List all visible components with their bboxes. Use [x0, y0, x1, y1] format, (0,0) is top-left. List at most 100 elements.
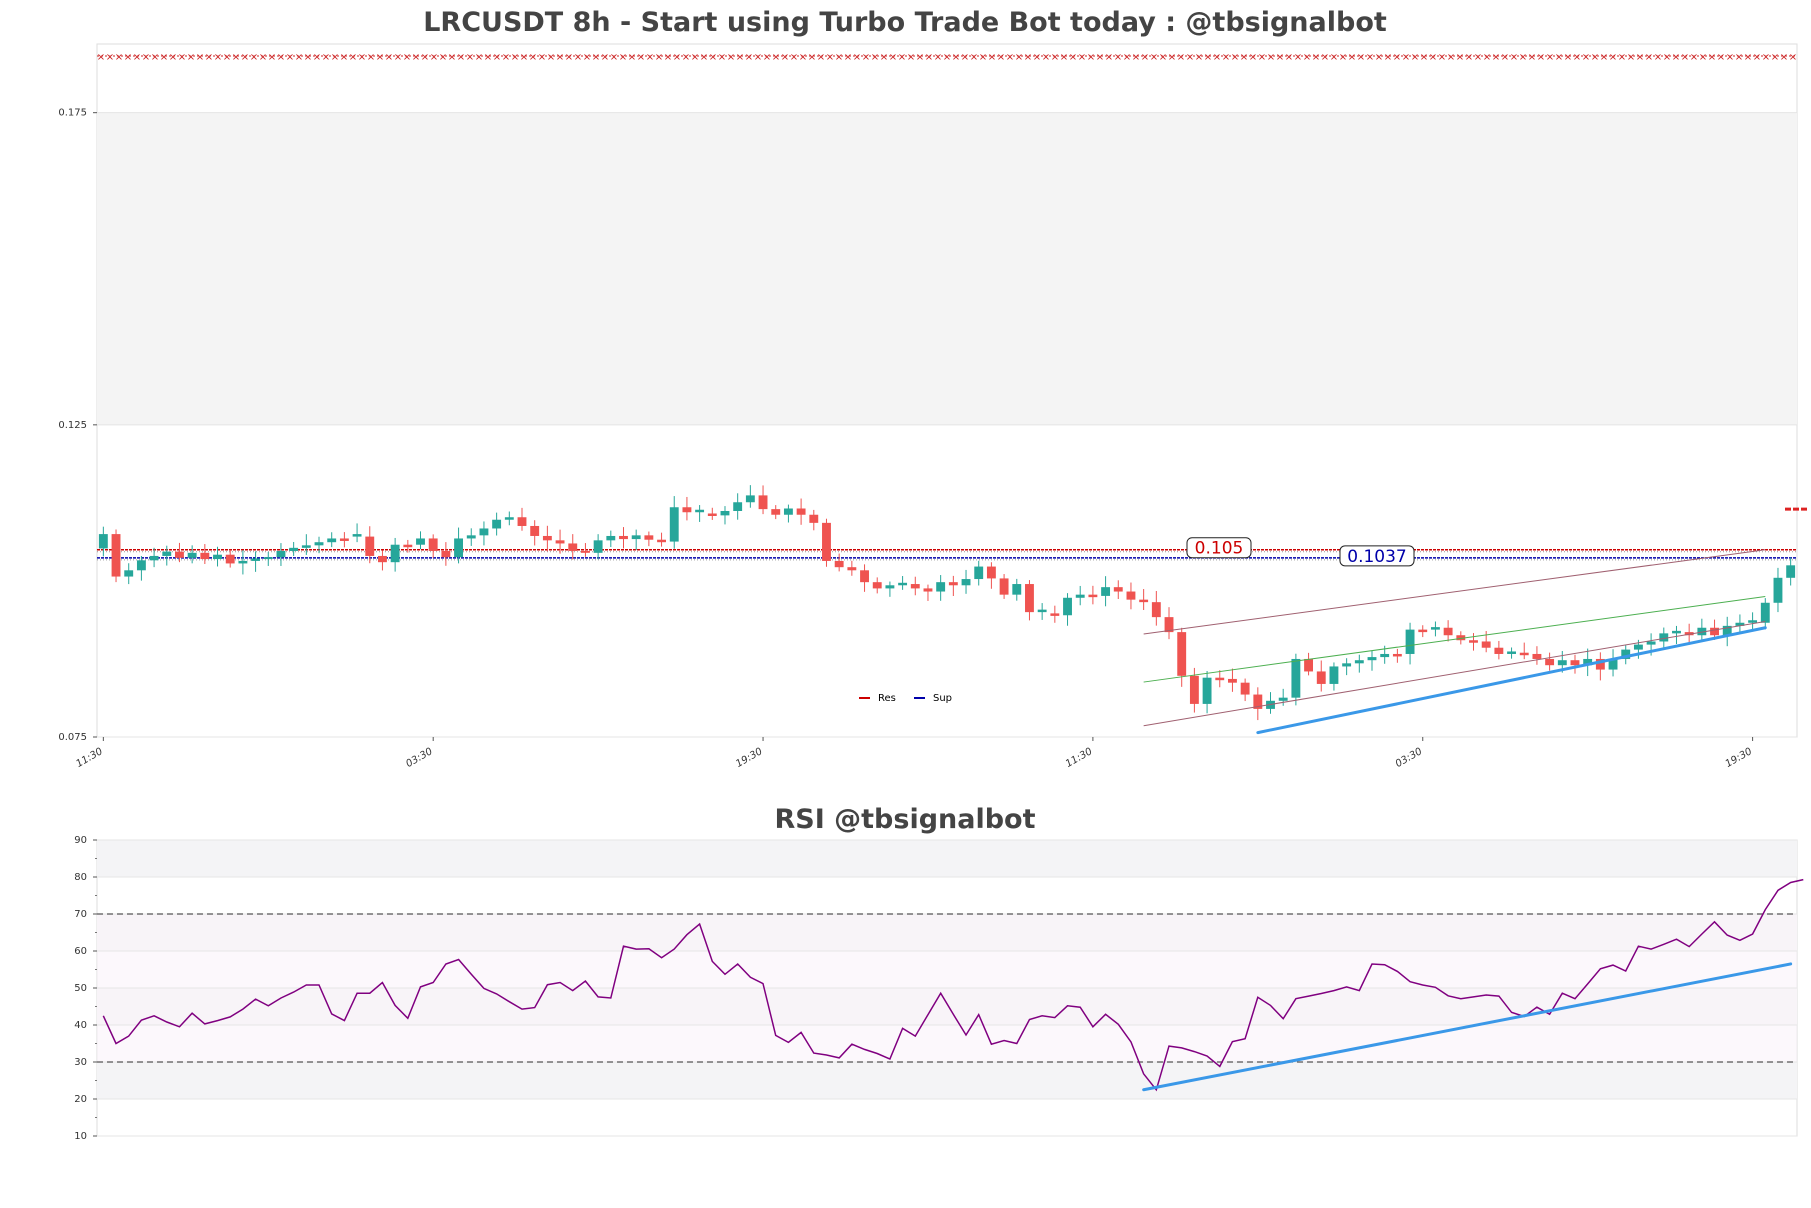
- candle-body: [1469, 640, 1478, 643]
- candle-body: [1392, 653, 1402, 657]
- marker-strip-glyph: ×: [160, 52, 168, 63]
- marker-strip-glyph: ×: [1168, 52, 1176, 63]
- marker-strip-glyph: ×: [1618, 52, 1626, 63]
- marker-strip-glyph: ×: [592, 52, 600, 63]
- candle-body: [1481, 641, 1491, 648]
- candle-body: [390, 544, 400, 563]
- marker-strip-glyph: ×: [250, 52, 258, 63]
- candle-body: [403, 544, 413, 548]
- marker-strip-glyph: ×: [1528, 52, 1536, 63]
- candle-body: [580, 550, 590, 553]
- rsi-tick-label: 10: [74, 1131, 87, 1142]
- candle-body: [1164, 617, 1174, 633]
- marker-strip-glyph: ×: [691, 52, 699, 63]
- marker-strip-glyph: ×: [844, 52, 852, 63]
- marker-strip-glyph: ×: [1501, 52, 1509, 63]
- marker-strip-glyph: ×: [997, 52, 1005, 63]
- candle-body: [1507, 651, 1516, 654]
- marker-strip-glyph: ×: [772, 52, 780, 63]
- marker-strip-glyph: ×: [502, 52, 510, 63]
- candle-body: [999, 578, 1009, 595]
- marker-strip-glyph: ×: [1456, 52, 1464, 63]
- candle-body: [352, 534, 362, 537]
- marker-strip-glyph: ×: [1663, 52, 1671, 63]
- candle-body: [745, 495, 755, 503]
- marker-strip-glyph: ×: [628, 52, 636, 63]
- marker-strip-glyph: ×: [1636, 52, 1644, 63]
- marker-strip-glyph: ×: [376, 52, 384, 63]
- marker-strip-glyph: ×: [1537, 52, 1545, 63]
- rsi-trendline: [1142, 962, 1793, 1092]
- marker-strip-glyph: ×: [214, 52, 222, 63]
- candle-body: [301, 545, 311, 548]
- candle-body: [1215, 677, 1225, 681]
- support-label-text: 0.1037: [1347, 547, 1406, 567]
- marker-strip-glyph: ×: [178, 52, 186, 63]
- marker-strip-glyph: ×: [952, 52, 960, 63]
- marker-strip-glyph: ×: [826, 52, 834, 63]
- rsi-tick-label: 20: [74, 1094, 87, 1105]
- time-tick-label: 19:30: [1724, 746, 1754, 770]
- marker-strip-glyph: ×: [817, 52, 825, 63]
- candle-body: [504, 517, 514, 520]
- marker-strip-glyph: ×: [700, 52, 708, 63]
- candle-body: [454, 538, 464, 558]
- marker-strip-glyph: ×: [142, 52, 150, 63]
- marker-strip-glyph: ×: [241, 52, 249, 63]
- candle-body: [1278, 697, 1288, 701]
- candle-body: [822, 522, 831, 561]
- marker-strip-glyph: ×: [349, 52, 357, 63]
- candle-body: [910, 584, 920, 589]
- candle-body: [1177, 632, 1187, 676]
- candle-body: [1304, 658, 1314, 672]
- marker-strip-glyph: ×: [187, 52, 195, 63]
- marker-strip-glyph: ×: [835, 52, 843, 63]
- candle-body: [1735, 622, 1745, 626]
- candle-body: [1583, 658, 1593, 666]
- time-tick-label: 11:30: [1064, 746, 1094, 770]
- candle-body: [1050, 613, 1060, 616]
- candle-body: [783, 508, 793, 515]
- candle-body: [1367, 657, 1377, 661]
- candle-body: [1672, 630, 1681, 634]
- time-tick-label: 19:30: [734, 746, 764, 770]
- candle-body: [263, 557, 273, 560]
- candle-body: [555, 540, 565, 544]
- marker-strip-glyph: ×: [394, 52, 402, 63]
- candle-body: [885, 585, 895, 589]
- marker-strip-glyph: ×: [1204, 52, 1212, 63]
- candle-body: [1202, 677, 1212, 704]
- marker-strip-glyph: ×: [745, 52, 753, 63]
- price-panel-background: 0.075 0.125 0.175 11:30 03:30 19:30 11:30 03:30…: [58, 43, 1798, 770]
- marker-strip-glyph: ×: [259, 52, 267, 63]
- marker-strip-glyph: ×: [340, 52, 348, 63]
- marker-strip-glyph: ×: [1042, 52, 1050, 63]
- marker-strip-glyph: ×: [1159, 52, 1167, 63]
- support-label-box: [1339, 545, 1415, 567]
- marker-strip-glyph: ×: [1402, 52, 1410, 63]
- marker-strip-glyph: ×: [1375, 52, 1383, 63]
- legend-sup-label: Sup: [933, 693, 952, 704]
- marker-strip-glyph: ×: [853, 52, 861, 63]
- marker-strip-glyph: ×: [1447, 52, 1455, 63]
- channel-upper-line: [1143, 549, 1766, 635]
- marker-strip-glyph: ×: [529, 52, 537, 63]
- marker-strip-glyph: ×: [970, 52, 978, 63]
- marker-strip-glyph: ×: [1393, 52, 1401, 63]
- candle-body: [1430, 627, 1440, 630]
- marker-strip-glyph: ×: [133, 52, 141, 63]
- marker-strip-glyph: ×: [736, 52, 744, 63]
- marker-strip-glyph: ×: [484, 52, 492, 63]
- marker-strip-glyph: ×: [1348, 52, 1356, 63]
- marker-strip-glyph: ×: [1195, 52, 1203, 63]
- candle-body: [1608, 658, 1618, 670]
- rsi-tick-label: 90: [74, 835, 87, 846]
- marker-strip-glyph: ×: [313, 52, 321, 63]
- candle-body: [593, 540, 603, 553]
- marker-strip-glyph: ×: [367, 52, 375, 63]
- marker-strip-glyph: ×: [493, 52, 501, 63]
- candle-body: [441, 550, 451, 558]
- marker-strip-glyph: ×: [124, 52, 132, 63]
- support-label: 0.1037: [1339, 545, 1415, 567]
